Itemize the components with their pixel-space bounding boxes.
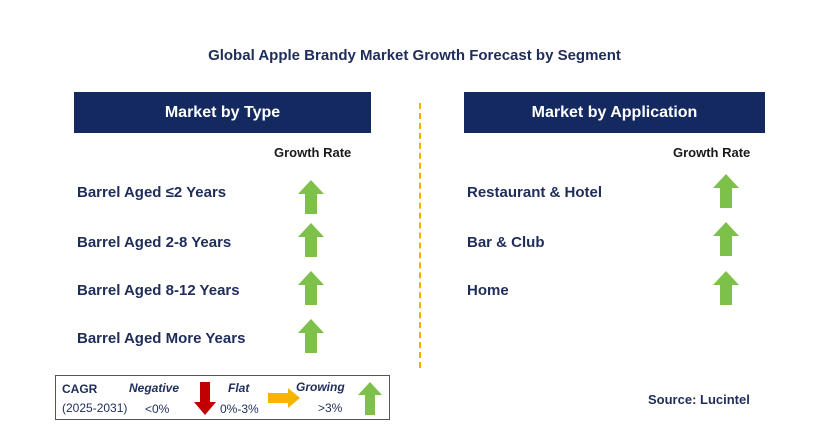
application-growth-rate-label: Growth Rate (673, 145, 751, 160)
type-header: Market by Type (74, 92, 371, 133)
up-arrow-icon (298, 180, 324, 214)
up-arrow-icon (298, 319, 324, 353)
application-row-label: Home (467, 282, 509, 299)
up-arrow-icon (713, 174, 739, 208)
application-header: Market by Application (464, 92, 765, 133)
panel-divider (419, 103, 421, 368)
legend-negative-label: Negative (129, 381, 180, 395)
application-row-label: Bar & Club (467, 234, 545, 251)
legend-growing-value: >3% (318, 401, 343, 415)
type-growth-rate-label: Growth Rate (274, 145, 352, 160)
legend-flat-value: 0%-3% (220, 402, 259, 416)
legend-negative-value: <0% (145, 402, 170, 416)
up-arrow-icon (298, 223, 324, 257)
up-arrow-icon (298, 271, 324, 305)
type-row-label: Barrel Aged 2-8 Years (77, 234, 232, 251)
type-row-label: Barrel Aged ≤2 Years (77, 184, 227, 201)
legend-period: (2025-2031) (62, 401, 128, 415)
type-row-label: Barrel Aged More Years (77, 330, 246, 347)
source-note: Source: Lucintel (648, 392, 750, 407)
up-arrow-icon (358, 382, 382, 415)
chart-title: Global Apple Brandy Market Growth Foreca… (208, 47, 621, 64)
legend-flat-label: Flat (228, 381, 250, 395)
down-arrow-icon (194, 382, 216, 415)
legend-growing-label: Growing (296, 380, 345, 394)
type-row-label: Barrel Aged 8-12 Years (77, 282, 240, 299)
up-arrow-icon (713, 222, 739, 256)
up-arrow-icon (713, 271, 739, 305)
growth-legend: CAGR (2025-2031) Negative <0% Flat 0%-3%… (55, 375, 390, 420)
application-row-label: Restaurant & Hotel (467, 184, 603, 201)
legend-cagr: CAGR (62, 382, 98, 396)
right-arrow-icon (268, 388, 300, 408)
